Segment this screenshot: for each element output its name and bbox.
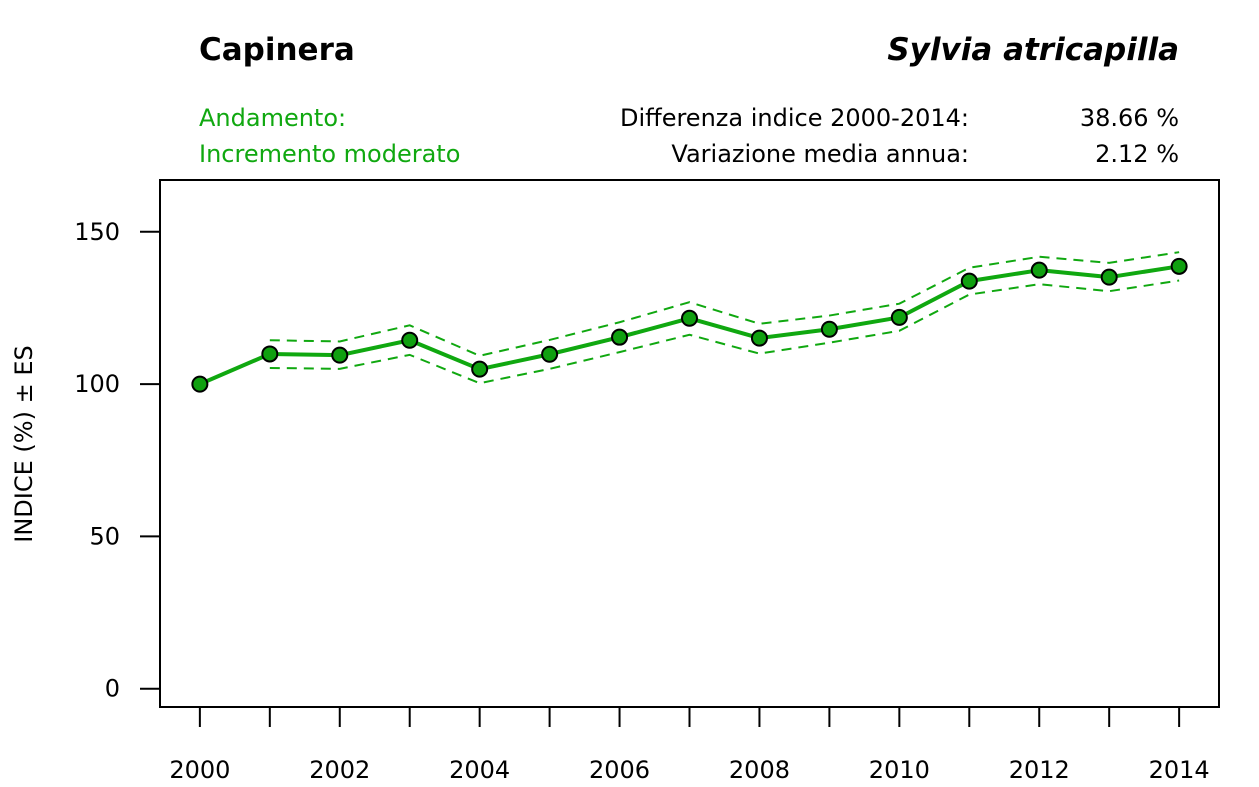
x-tick-label: 2004 [449, 756, 510, 784]
y-tick-label: 0 [105, 675, 120, 703]
upper-error-band-line [269, 251, 1180, 357]
annual-change-label: Variazione media annua: [671, 140, 969, 168]
x-tick-label: 2014 [1149, 756, 1210, 784]
data-point-2012 [1030, 261, 1048, 279]
data-point-2003 [401, 331, 419, 349]
index-difference-label: Differenza indice 2000-2014: [620, 104, 969, 132]
y-tick-label: 100 [74, 370, 120, 398]
x-tick-label: 2008 [729, 756, 790, 784]
data-point-2006 [611, 328, 629, 346]
data-point-2010 [890, 308, 908, 326]
annual-change-value: 2.12 % [1095, 140, 1179, 168]
data-point-2011 [960, 272, 978, 290]
data-point-2000 [191, 375, 209, 393]
data-point-2009 [820, 320, 838, 338]
x-tick-label: 2010 [869, 756, 930, 784]
data-point-2001 [261, 345, 279, 363]
trend-label: Andamento: [199, 104, 347, 132]
data-point-2007 [681, 309, 698, 327]
data-point-2004 [471, 360, 489, 378]
species-common-name: Capinera [199, 32, 355, 68]
lower-error-band-line [269, 279, 1180, 385]
y-tick-label: 50 [89, 522, 120, 550]
x-tick-label: 2012 [1009, 756, 1070, 784]
series-layer [191, 251, 1188, 393]
trend-value: Incremento moderato [199, 140, 461, 168]
y-axis-label: INDICE (%) ± ES [10, 345, 38, 542]
data-point-2014 [1170, 257, 1188, 275]
y-axis: 0 50 100 150 [74, 218, 160, 703]
data-point-2002 [331, 346, 349, 364]
data-point-2008 [750, 329, 768, 347]
data-point-2005 [541, 345, 559, 363]
x-axis: 2000 2002 2004 2006 2008 2010 2012 2014 [169, 707, 1210, 784]
data-point-2013 [1100, 268, 1118, 286]
x-tick-label: 2000 [169, 756, 230, 784]
y-tick-label: 150 [74, 218, 120, 246]
species-scientific-name: Sylvia atricapilla [887, 32, 1179, 68]
x-tick-label: 2002 [309, 756, 370, 784]
index-difference-value: 38.66 % [1079, 104, 1179, 132]
x-tick-label: 2006 [589, 756, 650, 784]
